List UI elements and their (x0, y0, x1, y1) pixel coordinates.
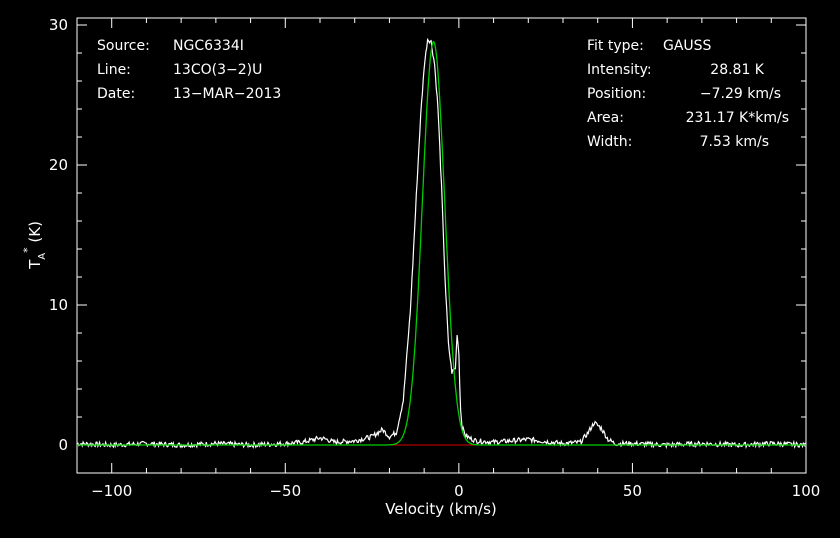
gaussian-fit-line (77, 40, 806, 446)
width-value: 7.53 km/s (700, 134, 769, 150)
x-tick-label: −100 (91, 482, 132, 500)
y-tick-label: 10 (49, 296, 68, 314)
y-axis-title-main: T (26, 259, 44, 270)
axis-ticks (76, 18, 807, 473)
y-tick-label: 0 (58, 436, 68, 454)
fit-type-key: Fit type: (587, 38, 644, 54)
y-axis-title: TA* (K) (21, 221, 48, 270)
x-tick-label: 100 (792, 482, 821, 500)
y-axis-title-unit: (K) (26, 221, 44, 247)
x-tick-labels: −100 −50 0 50 100 (91, 482, 820, 500)
y-tick-label: 30 (49, 16, 68, 34)
axes-frame (76, 17, 807, 474)
y-tick-labels: 0 10 20 30 (49, 16, 68, 454)
source-key: Source: (97, 38, 150, 54)
line-value: 13CO(3−2)U (173, 62, 262, 78)
x-tick-label: −50 (269, 482, 301, 500)
y-tick-label: 20 (49, 156, 68, 174)
line-key: Line: (97, 62, 131, 78)
source-value: NGC6334I (173, 38, 244, 54)
intensity-value: 28.81 K (710, 62, 765, 78)
position-key: Position: (587, 86, 646, 102)
fit-type-value: GAUSS (663, 38, 712, 54)
area-value: 231.17 K*km/s (686, 110, 789, 126)
position-value: −7.29 km/s (700, 86, 781, 102)
width-key: Width: (587, 134, 632, 150)
fit-info: Fit type: GAUSS Intensity: 28.81 K Posit… (587, 38, 789, 150)
x-axis-title: Velocity (km/s) (385, 500, 496, 518)
y-axis-title-sub: A (37, 253, 48, 260)
x-tick-label: 50 (623, 482, 642, 500)
date-key: Date: (97, 86, 135, 102)
date-value: 13−MAR−2013 (173, 86, 281, 102)
x-tick-label: 0 (454, 482, 464, 500)
source-info: Source: NGC6334I Line: 13CO(3−2)U Date: … (97, 38, 281, 102)
y-axis-title-sup: * (21, 247, 34, 253)
area-key: Area: (587, 110, 624, 126)
intensity-key: Intensity: (587, 62, 652, 78)
